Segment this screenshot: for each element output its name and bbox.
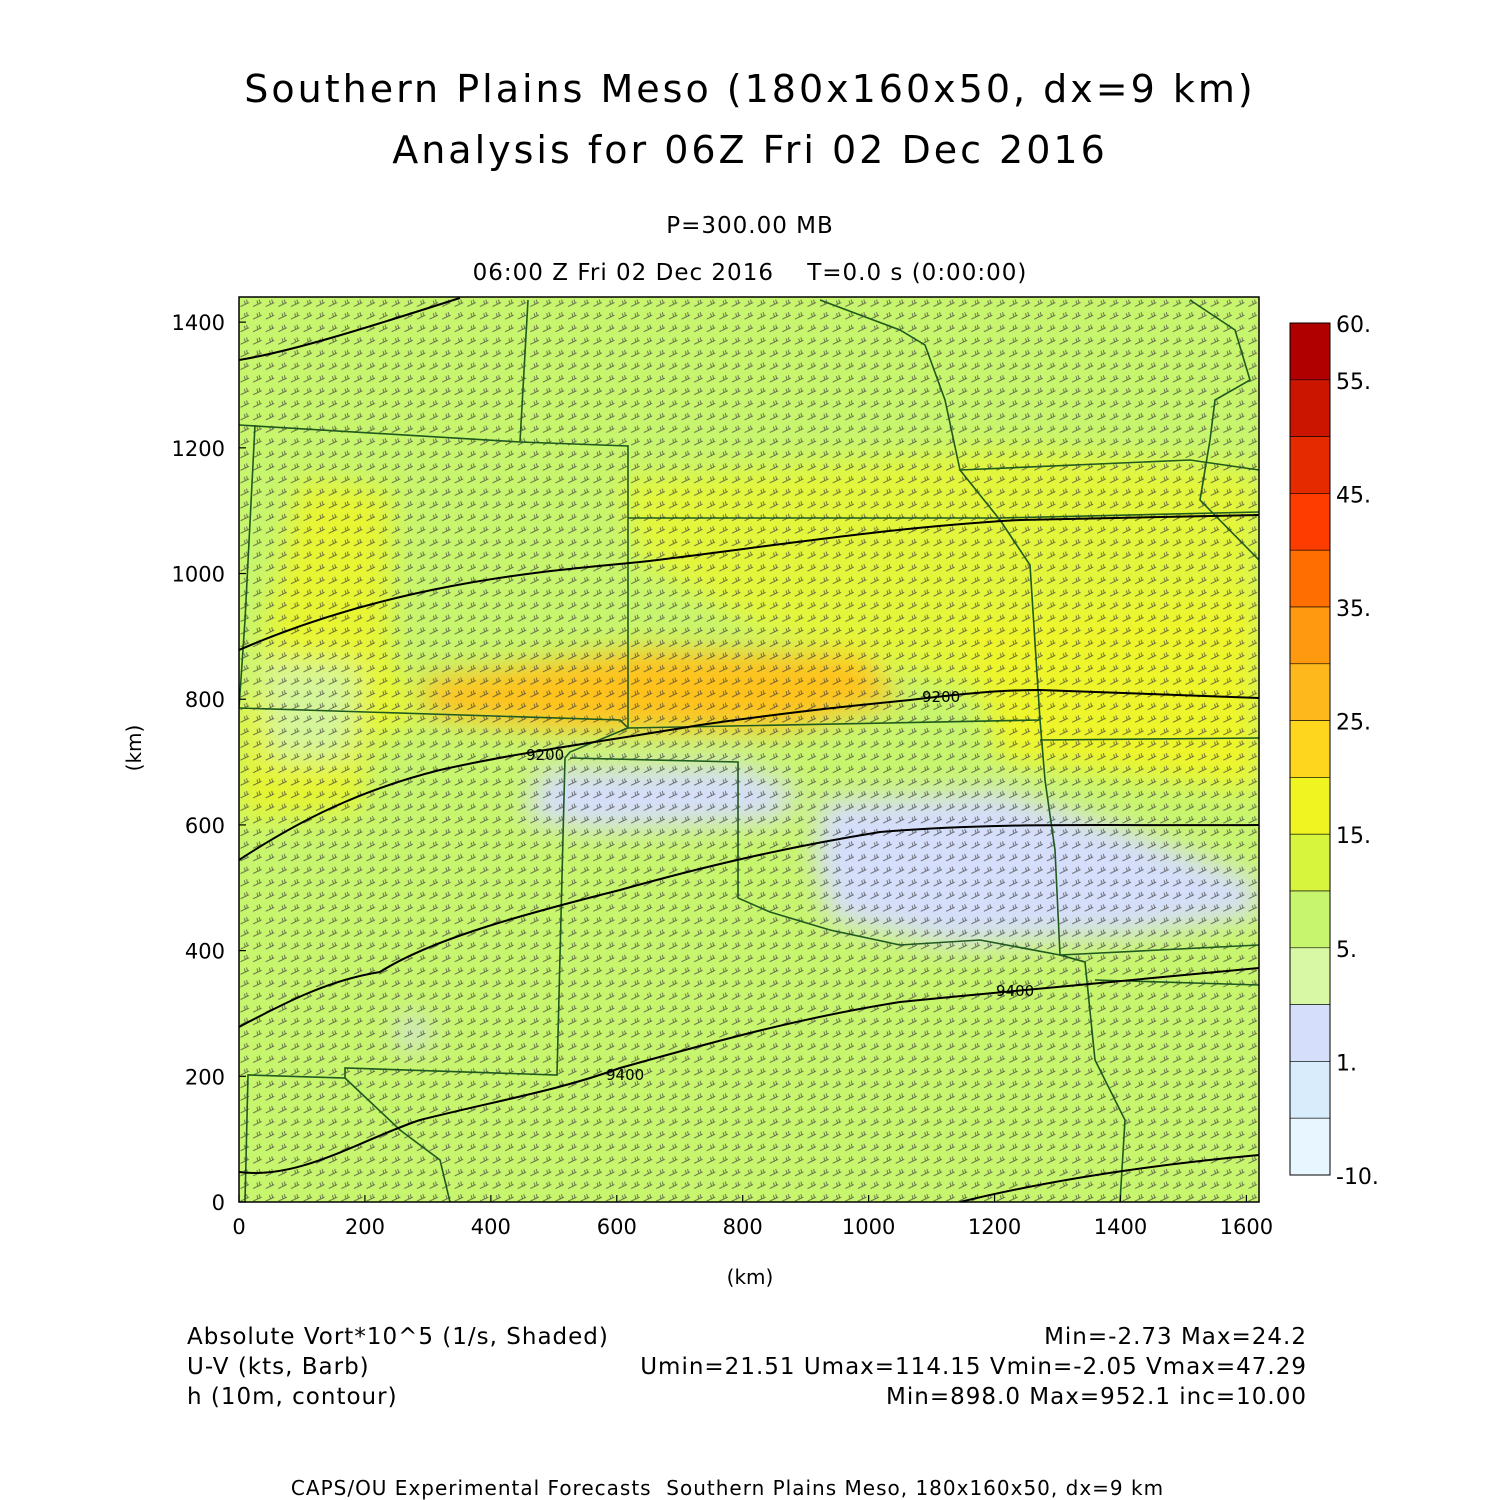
colorbar-label: 25.	[1336, 711, 1371, 736]
x-tick-label: 400	[471, 1215, 511, 1239]
credit-line: CAPS/OU Experimental Forecasts Southern …	[290, 1476, 1165, 1500]
contour-label: 9400	[606, 1066, 644, 1084]
colorbar-swatch	[1289, 720, 1331, 778]
contour-label: 9200	[526, 746, 564, 764]
colorbar-swatch	[1289, 549, 1331, 608]
valid-time: 06:00 Z Fri 02 Dec 2016 T=0.0 s (0:00:00…	[472, 260, 1028, 286]
y-axis-label: (km)	[122, 725, 146, 772]
field-1-range: Min=-2.73 Max=24.2	[1044, 1324, 1307, 1350]
colorbar: 60. 55. 45. 35. 25. 15. 5. 1. -10.	[1289, 313, 1379, 1190]
y-tick-label: 1000	[172, 563, 225, 587]
axis-ticks: 0 200 400 600 800 1000 1200 1400 1600 0 200 400 600 8…	[172, 311, 1274, 1239]
colorbar-label: 1.	[1336, 1051, 1357, 1076]
y-tick-label: 200	[185, 1065, 225, 1089]
state-boundaries	[239, 299, 1259, 1202]
colorbar-swatch	[1289, 1117, 1331, 1176]
colorbar-swatch	[1289, 947, 1331, 1005]
plot-frame	[238, 296, 1260, 1203]
y-tick-label: 400	[185, 940, 225, 964]
contour-label: 9200	[922, 688, 960, 706]
field-1-description: Absolute Vort*10^5 (1/s, Shaded)	[187, 1324, 609, 1350]
x-tick-label: 800	[723, 1215, 763, 1239]
x-tick-label: 1200	[968, 1215, 1021, 1239]
x-tick-label: 0	[232, 1215, 245, 1239]
colorbar-frame	[1289, 322, 1331, 1176]
colorbar-swatch	[1289, 1004, 1331, 1062]
colorbar-label: 45.	[1336, 483, 1371, 508]
height-contours	[239, 297, 1259, 1202]
pressure-level: P=300.00 MB	[666, 213, 834, 239]
field-3-range: Min=898.0 Max=952.1 inc=10.00	[886, 1384, 1307, 1410]
y-tick-label: 1400	[172, 311, 225, 335]
colorbar-swatch	[1289, 1061, 1331, 1119]
x-tick-label: 200	[345, 1215, 385, 1239]
colorbar-label: 55.	[1336, 370, 1371, 395]
y-tick-label: 0	[212, 1191, 225, 1215]
colorbar-label: 60.	[1336, 313, 1371, 338]
x-tick-label: 1600	[1220, 1215, 1273, 1239]
x-axis-label: (km)	[727, 1265, 774, 1289]
y-tick-label: 800	[185, 688, 225, 712]
x-tick-label: 1000	[842, 1215, 895, 1239]
title-line-1: Southern Plains Meso (180x160x50, dx=9 k…	[244, 67, 1256, 111]
x-tick-label: 600	[597, 1215, 637, 1239]
colorbar-swatch	[1289, 322, 1331, 381]
colorbar-swatch	[1289, 890, 1331, 949]
vorticity-field	[239, 297, 1259, 1202]
title-line-2: Analysis for 06Z Fri 02 Dec 2016	[392, 128, 1108, 172]
contour-label: 9400	[996, 982, 1034, 1000]
x-tick-label: 1400	[1094, 1215, 1147, 1239]
colorbar-label: -10.	[1336, 1165, 1379, 1190]
field-3-description: h (10m, contour)	[187, 1384, 398, 1410]
y-tick-label: 1200	[172, 437, 225, 461]
colorbar-label: 35.	[1336, 597, 1371, 622]
field-2-range: Umin=21.51 Umax=114.15 Vmin=-2.05 Vmax=4…	[640, 1354, 1307, 1380]
field-2-description: U-V (kts, Barb)	[187, 1354, 370, 1380]
colorbar-label: 5.	[1336, 938, 1357, 963]
colorbar-swatch	[1289, 493, 1331, 551]
colorbar-swatch	[1289, 833, 1331, 892]
colorbar-swatch	[1289, 777, 1331, 835]
colorbar-swatch	[1289, 606, 1331, 665]
colorbar-swatch	[1289, 379, 1331, 437]
colorbar-swatch	[1289, 436, 1331, 494]
colorbar-label: 15.	[1336, 824, 1371, 849]
y-tick-label: 600	[185, 814, 225, 838]
colorbar-swatch	[1289, 663, 1331, 721]
wind-barbs	[239, 297, 1259, 1202]
